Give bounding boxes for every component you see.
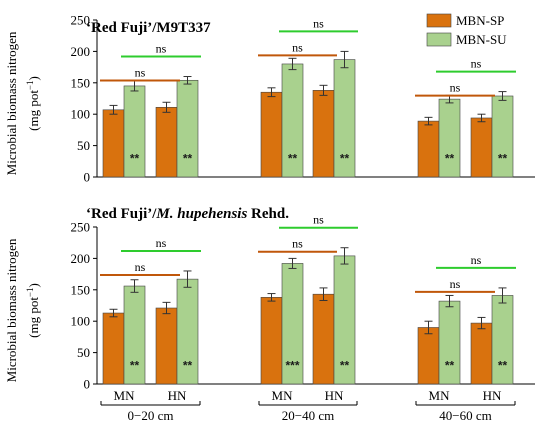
panel-title-part3: Rehd. <box>247 206 289 222</box>
legend: MBN-SP MBN-SU <box>426 13 507 47</box>
bar-mbn-sp <box>155 106 178 178</box>
y-axis-unit-close: ) <box>26 76 41 80</box>
y-tick-label: 150 <box>71 282 91 297</box>
ns-label-sp: ns <box>292 237 303 251</box>
significance-stars: ** <box>183 358 193 372</box>
panel-2: 0 50 100 150 200 250 Microbial biomass nitroge… <box>4 206 535 392</box>
legend-label-su: MBN-SU <box>456 32 507 47</box>
y-tick-label: 150 <box>71 75 91 90</box>
bar-mbn-sp <box>102 312 125 385</box>
panel-title: ‘Red Fuji’/M9T337 <box>86 20 211 36</box>
bar-mbn-sp <box>417 327 440 385</box>
bar-mbn-sp <box>417 120 440 178</box>
x-subgroup-label: HN <box>483 388 502 403</box>
legend-label-sp: MBN-SP <box>456 13 504 28</box>
legend-swatch-sp <box>426 13 452 28</box>
y-axis-title: Microbial biomass nitrogen (mg pot−1) <box>4 31 41 175</box>
y-tick-label: 250 <box>71 13 91 28</box>
y-axis-title-line1: Microbial biomass nitrogen <box>4 31 19 175</box>
x-depth-label: 0−20 cm <box>128 408 174 422</box>
ns-label-su: ns <box>471 57 482 71</box>
bar-mbn-sp <box>102 109 125 178</box>
ns-label-su: ns <box>156 42 167 56</box>
significance-stars: *** <box>285 358 299 372</box>
y-axis-unit-sup: −1 <box>25 287 35 297</box>
panel-1: 0 50 100 150 200 250 Microbial biomass nitroge… <box>4 13 535 185</box>
ns-label-su: ns <box>313 16 324 30</box>
bar-mbn-sp <box>260 297 283 385</box>
x-depth-label: 20−40 cm <box>282 408 334 422</box>
ns-label-sp: ns <box>450 81 461 95</box>
ns-label-sp: ns <box>135 66 146 80</box>
bar-mbn-sp <box>312 90 335 178</box>
significance-stars: ** <box>288 151 298 165</box>
significance-stars: ** <box>340 151 350 165</box>
ns-label-su: ns <box>471 253 482 267</box>
y-axis-title-line2: (mg pot−1) <box>25 76 41 131</box>
y-axis-unit: (mg pot <box>26 297 41 338</box>
y-tick-label: 50 <box>77 345 90 360</box>
bar-mbn-sp <box>260 91 283 178</box>
y-axis-unit-sup: −1 <box>25 80 35 90</box>
y-tick-label: 250 <box>71 220 91 235</box>
significance-stars: ** <box>498 358 508 372</box>
significance-stars: ** <box>183 151 193 165</box>
y-tick-label: 50 <box>77 138 90 153</box>
panel-title: ‘Red Fuji’/M. hupehensis Rehd. <box>86 206 289 222</box>
bar-mbn-sp <box>155 307 178 385</box>
panel-title-part2: M9T337 <box>156 20 211 36</box>
y-axis-unit-close: ) <box>26 283 41 287</box>
bar-mbn-sp <box>312 293 335 385</box>
significance-stars: ** <box>340 358 350 372</box>
ns-label-su: ns <box>156 236 167 250</box>
bar-mbn-sp <box>470 322 493 385</box>
y-tick-label: 200 <box>71 44 91 59</box>
ns-label-sp: ns <box>450 277 461 291</box>
bar-mbn-sp <box>470 117 493 178</box>
significance-stars: ** <box>130 358 140 372</box>
y-tick-label: 100 <box>71 314 91 329</box>
ns-label-sp: ns <box>135 260 146 274</box>
x-subgroup-label: HN <box>168 388 187 403</box>
x-subgroup-label: MN <box>429 388 451 403</box>
ns-label-su: ns <box>313 213 324 227</box>
x-subgroup-label: HN <box>325 388 344 403</box>
legend-swatch-su <box>426 32 452 47</box>
y-tick-label: 0 <box>84 170 91 185</box>
x-axis-labels: MN HN MN HN MN HN 0−20 cm 20−40 cm 40−60 cm <box>100 388 516 422</box>
y-axis-title-line2: (mg pot−1) <box>25 283 41 338</box>
x-depth-label: 40−60 cm <box>439 408 491 422</box>
y-tick-label: 100 <box>71 107 91 122</box>
y-axis-unit: (mg pot <box>26 90 41 131</box>
y-axis-title-line1: Microbial biomass nitrogen <box>4 238 19 382</box>
significance-stars: ** <box>130 151 140 165</box>
significance-stars: ** <box>445 358 455 372</box>
panel-title-part2: M. hupehensis <box>155 206 247 222</box>
ns-label-sp: ns <box>292 40 303 54</box>
panel-title-part1: ‘Red Fuji’/ <box>86 206 157 222</box>
y-axis-title: Microbial biomass nitrogen (mg pot−1) <box>4 238 41 382</box>
significance-stars: ** <box>445 151 455 165</box>
y-tick-label: 200 <box>71 251 91 266</box>
x-subgroup-label: MN <box>272 388 294 403</box>
y-tick-label: 0 <box>84 377 91 392</box>
panel-title-part1: ‘Red Fuji’/ <box>86 20 157 36</box>
x-subgroup-label: MN <box>114 388 136 403</box>
significance-stars: ** <box>498 151 508 165</box>
